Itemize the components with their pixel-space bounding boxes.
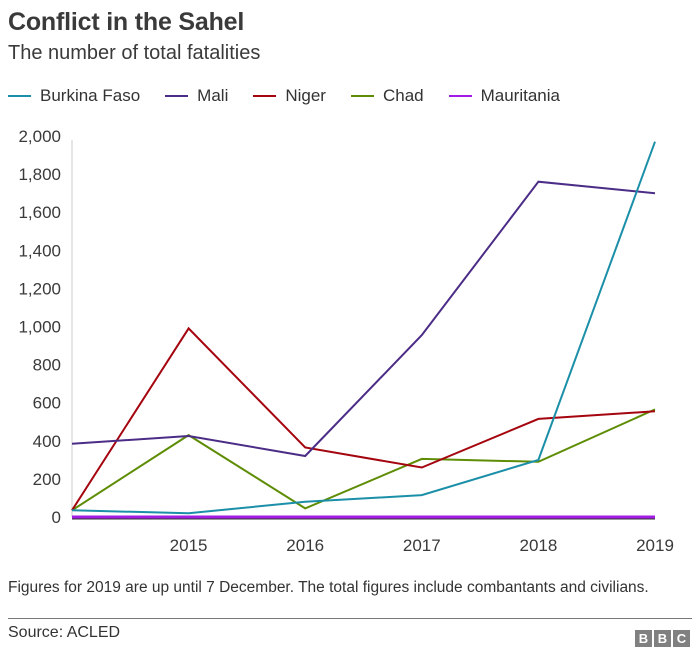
bbc-logo-letter: B xyxy=(654,630,671,647)
y-axis: 0 200 400 600 800 1,000 1,200 1,400 1,600 1,800 2,… xyxy=(18,127,73,527)
series-line-burkina-faso xyxy=(71,141,656,515)
y-tick-label: 800 xyxy=(33,356,61,375)
x-tick-label: 2019 xyxy=(636,536,674,555)
legend-swatch-niger xyxy=(253,95,277,97)
chart-subtitle: The number of total fatalities xyxy=(8,42,261,64)
chart-note: Figures for 2019 are up until 7 December… xyxy=(8,579,649,596)
y-tick-label: 400 xyxy=(33,432,61,451)
legend-swatch-burkina-faso xyxy=(8,95,31,97)
legend: Burkina Faso Mali Niger Chad Mauritania xyxy=(8,86,585,106)
legend-swatch-chad xyxy=(350,95,374,97)
legend-label: Chad xyxy=(382,86,424,105)
legend-item-mali: Mali xyxy=(165,86,228,106)
bbc-logo-letter: C xyxy=(673,630,690,647)
series-lines xyxy=(71,141,656,519)
y-tick-label: 600 xyxy=(33,394,61,413)
legend-item-niger: Niger xyxy=(253,86,326,106)
source-label: Source: ACLED xyxy=(8,624,121,641)
y-tick-label: 1,800 xyxy=(18,165,61,184)
legend-label: Mauritania xyxy=(480,86,560,105)
legend-label: Mali xyxy=(197,86,229,105)
legend-swatch-mauritania xyxy=(448,95,472,97)
series-line-mali xyxy=(71,180,656,458)
legend-label: Niger xyxy=(285,86,326,105)
bbc-logo-letter: B xyxy=(635,630,652,647)
legend-item-chad: Chad xyxy=(350,86,424,106)
bbc-logo: B B C xyxy=(635,630,690,647)
legend-swatch-mali xyxy=(165,95,189,97)
y-tick-label: 1,200 xyxy=(18,279,61,298)
legend-item-burkina-faso: Burkina Faso xyxy=(8,86,140,106)
y-tick-label: 1,600 xyxy=(18,203,61,222)
footer-divider xyxy=(8,618,692,619)
legend-label: Burkina Faso xyxy=(40,86,141,105)
y-tick-label: 1,400 xyxy=(18,241,61,260)
x-axis: 2015 2016 2017 2018 2019 xyxy=(72,518,674,555)
series-line-chad xyxy=(71,408,656,512)
y-tick-label: 2,000 xyxy=(18,127,61,146)
x-tick-label: 2015 xyxy=(170,536,208,555)
x-tick-label: 2016 xyxy=(286,536,324,555)
chart-title: Conflict in the Sahel xyxy=(8,8,245,36)
y-tick-label: 200 xyxy=(33,470,61,489)
series-line-niger xyxy=(71,326,656,511)
x-tick-label: 2017 xyxy=(403,536,441,555)
legend-item-mauritania: Mauritania xyxy=(448,86,560,106)
x-tick-label: 2018 xyxy=(519,536,557,555)
y-tick-label: 1,000 xyxy=(18,318,61,337)
y-tick-label: 0 xyxy=(52,508,61,527)
